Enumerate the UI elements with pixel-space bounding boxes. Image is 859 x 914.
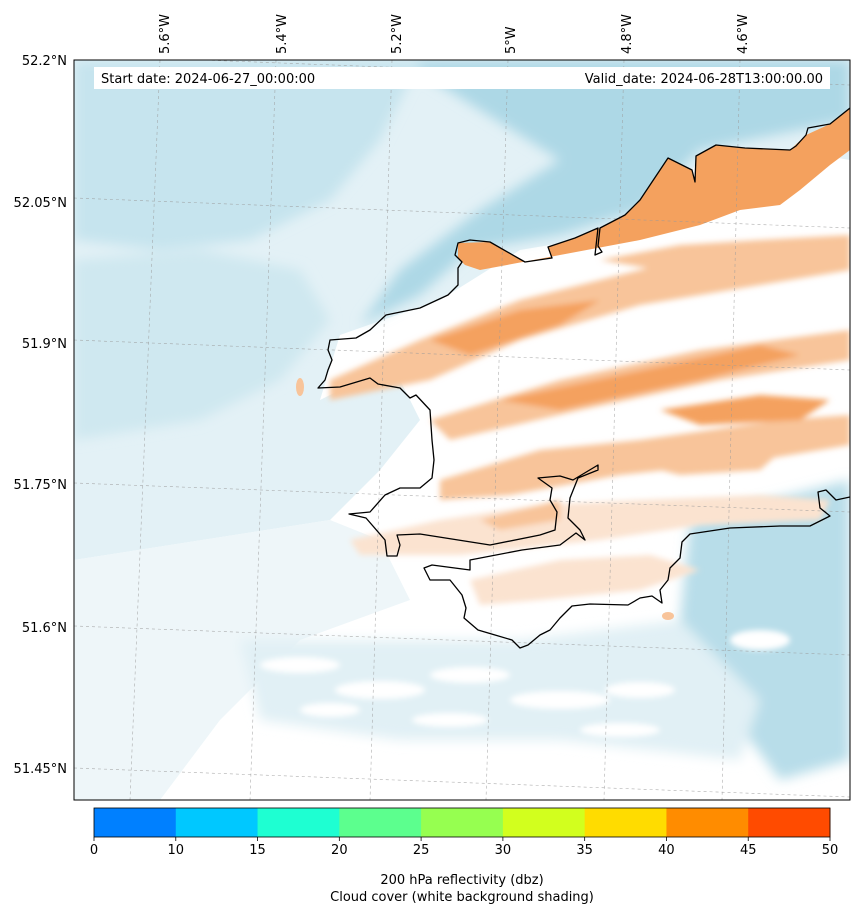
colorbar-tick-label: 0 xyxy=(90,843,98,858)
reflectivity-streak-8 xyxy=(480,500,560,530)
cloud-cover-lower-left xyxy=(74,520,410,800)
latitude-labels: 52.2°N 52.05°N 51.9°N 51.75°N 51.6°N 51.… xyxy=(14,54,67,777)
colorbar-tick-label: 50 xyxy=(822,843,839,858)
info-box xyxy=(94,67,830,89)
colorbar-tick-label: 40 xyxy=(658,843,675,858)
reflectivity-streak-4 xyxy=(500,345,800,410)
lon-label-5w: 5°W xyxy=(504,26,519,54)
colorbar-swatch xyxy=(666,808,749,837)
colorbar-label-line2: Cloud cover (white background shading) xyxy=(330,890,594,905)
reflectivity-streak-7 xyxy=(350,495,830,555)
colorbar-swatches xyxy=(94,808,831,837)
colorbar-swatch xyxy=(339,808,422,837)
coastlines xyxy=(317,107,850,649)
coastline-north xyxy=(317,107,850,649)
cloud-cover-mid-band xyxy=(74,60,420,250)
colorbar-tick-label: 25 xyxy=(413,843,430,858)
reflectivity-streak-1 xyxy=(330,235,850,400)
reflectivity-isolated-cell xyxy=(296,378,304,396)
colorbar-ticks: 0 10 15 20 25 30 35 40 45 50 xyxy=(90,837,838,858)
map-frame xyxy=(73,59,851,801)
colorbar-tick-label: 30 xyxy=(495,843,512,858)
cloud-cover-dark-band xyxy=(360,60,850,325)
lon-label-5-4w: 5.4°W xyxy=(275,14,290,54)
colorbar-swatch xyxy=(94,808,177,837)
lat-label-52-05n: 52.05°N xyxy=(14,196,67,211)
map-panel xyxy=(74,60,850,800)
lon-label-4-6w: 4.6°W xyxy=(736,14,751,54)
reflectivity-streak-10 xyxy=(600,240,820,270)
colorbar-tick-label: 45 xyxy=(740,843,757,858)
colorbar-swatch xyxy=(748,808,831,837)
reflectivity-streak-6 xyxy=(660,395,830,425)
valid-date-label: Valid_date: 2024-06-28T13:00:00.00 xyxy=(585,72,823,87)
colorbar-swatch xyxy=(584,808,667,837)
colorbar-swatch xyxy=(421,808,504,837)
longitude-labels: 5.6°W 5.4°W 5.2°W 5°W 4.8°W 4.6°W xyxy=(158,14,751,54)
lon-label-4-8w: 4.8°W xyxy=(620,14,635,54)
colorbar-tick-label: 35 xyxy=(576,843,593,858)
lat-label-51-45n: 51.45°N xyxy=(14,762,67,777)
colorbar-tick-label: 20 xyxy=(331,843,348,858)
start-date-label: Start date: 2024-06-27_00:00:00 xyxy=(101,72,315,87)
reflectivity-streak-11 xyxy=(620,450,780,475)
lat-label-51-6n: 51.6°N xyxy=(22,621,67,636)
colorbar: 0 10 15 20 25 30 35 40 45 50 200 hPa reflectivity… xyxy=(90,807,838,905)
lat-label-51-75n: 51.75°N xyxy=(14,478,67,493)
colorbar-tick-label: 10 xyxy=(168,843,185,858)
colorbar-tick-label: 15 xyxy=(249,843,266,858)
lon-label-5-6w: 5.6°W xyxy=(158,14,173,54)
lat-label-52-2n: 52.2°N xyxy=(22,54,67,69)
reflectivity-streak-9 xyxy=(470,555,700,605)
colorbar-swatch xyxy=(175,808,259,837)
cloud-cover-southeast xyxy=(680,480,850,780)
lon-label-5-2w: 5.2°W xyxy=(390,14,405,54)
colorbar-frame xyxy=(93,807,831,838)
reflectivity-cell-south xyxy=(662,612,674,620)
colorbar-swatch xyxy=(257,808,340,837)
lat-label-51-9n: 51.9°N xyxy=(22,337,67,352)
colorbar-swatch xyxy=(502,808,586,837)
reflectivity-streak-2 xyxy=(430,300,600,355)
colorbar-label-line1: 200 hPa reflectivity (dbz) xyxy=(380,873,543,888)
